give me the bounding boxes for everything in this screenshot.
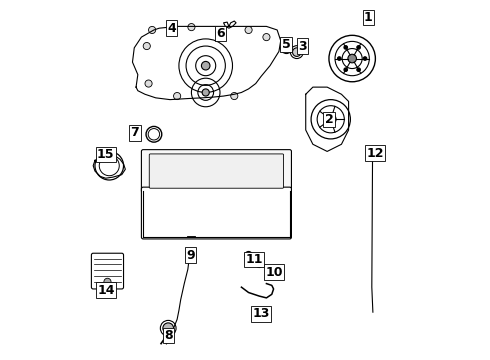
Text: 7: 7: [131, 126, 139, 139]
Circle shape: [293, 48, 301, 57]
Circle shape: [188, 23, 195, 31]
Circle shape: [145, 80, 152, 87]
Circle shape: [357, 68, 360, 72]
Text: 15: 15: [97, 148, 115, 161]
Circle shape: [201, 62, 210, 70]
Circle shape: [163, 323, 173, 334]
Text: 4: 4: [168, 22, 176, 35]
Circle shape: [143, 42, 150, 50]
Text: 13: 13: [252, 307, 270, 320]
Circle shape: [357, 46, 360, 49]
Circle shape: [344, 46, 347, 49]
Text: 6: 6: [217, 27, 225, 40]
Polygon shape: [132, 26, 281, 100]
Circle shape: [348, 54, 356, 63]
Text: 14: 14: [98, 284, 115, 297]
Circle shape: [263, 33, 270, 41]
FancyBboxPatch shape: [92, 253, 123, 289]
Text: 2: 2: [324, 113, 333, 126]
Circle shape: [247, 253, 250, 257]
Circle shape: [104, 278, 111, 285]
Text: 5: 5: [282, 38, 291, 51]
Circle shape: [338, 57, 341, 60]
Text: 10: 10: [266, 266, 283, 279]
Circle shape: [344, 68, 347, 72]
Text: 9: 9: [186, 248, 195, 261]
FancyBboxPatch shape: [149, 154, 284, 188]
Text: 11: 11: [245, 253, 263, 266]
Text: 1: 1: [364, 11, 372, 24]
Text: 3: 3: [298, 40, 306, 53]
Circle shape: [283, 44, 290, 51]
Circle shape: [148, 26, 156, 33]
Text: 12: 12: [367, 147, 384, 160]
Circle shape: [202, 89, 209, 96]
Text: 8: 8: [164, 329, 172, 342]
Circle shape: [173, 93, 181, 100]
Circle shape: [325, 114, 336, 125]
Circle shape: [256, 260, 263, 267]
FancyBboxPatch shape: [142, 187, 292, 239]
FancyBboxPatch shape: [142, 150, 292, 193]
Circle shape: [231, 93, 238, 100]
Circle shape: [245, 26, 252, 33]
Circle shape: [363, 57, 367, 60]
